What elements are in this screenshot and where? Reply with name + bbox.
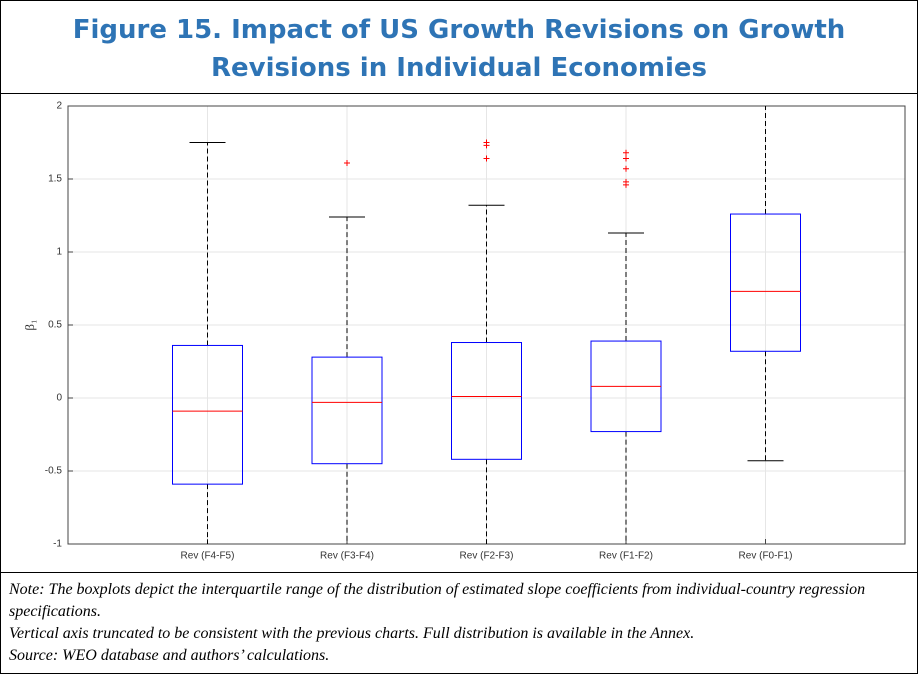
outlier [483,155,490,162]
y-tick-label: -0.5 [45,466,63,477]
box [311,356,383,465]
x-tick-label: Rev (F3-F4) [320,551,374,562]
x-tick-label: Rev (F1-F2) [599,551,653,562]
box [172,344,243,485]
y-tick-label: 0 [56,393,62,404]
y-tick-label: 1 [56,247,62,258]
outlier [623,149,629,156]
y-tick-label: 2 [56,101,62,112]
x-tick-label: Rev (F2-F3) [460,551,514,562]
note: Source: WEO database and authors’ calcul… [9,647,330,664]
outlier [344,159,350,166]
notes: Note: The boxplots depict the interquart… [9,579,899,667]
outlier [483,142,490,149]
y-tick-label: -1 [53,539,62,550]
box [730,213,801,352]
x-tick-label: Rev (F4-F5) [181,551,235,562]
y-tick-label: 0.5 [48,320,62,331]
note: Vertical axis truncated to be consistent… [9,625,695,642]
outlier [623,181,629,188]
y-axis-label: β₁ [22,319,37,330]
outlier [623,165,629,172]
chart: -1 -0.5 0 0.5 1 1.5 2 Rev (F4-F5) Rev (F3-F4) Rev… [1,93,917,573]
outlier [623,155,629,162]
box [451,342,522,460]
note: Note: The boxplots depict the interquart… [9,581,866,620]
y-tick-label: 1.5 [48,174,62,185]
x-tick-label: Rev (F0-F1) [739,551,793,562]
chart-title: Figure 15. Impact of US Growth Revisions… [72,15,846,83]
